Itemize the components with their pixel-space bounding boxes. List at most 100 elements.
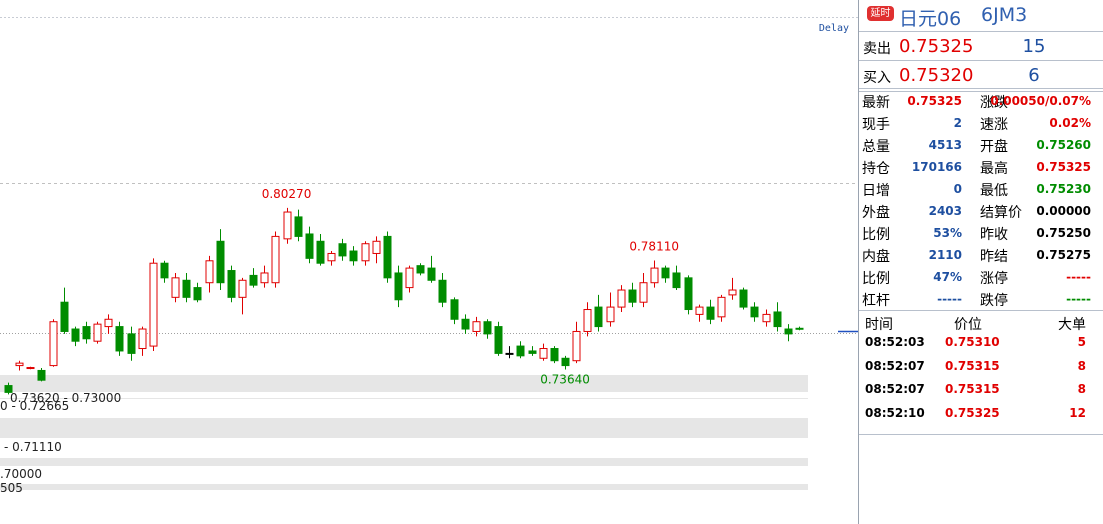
candle-body: [149, 262, 158, 347]
candle-body: [205, 260, 214, 284]
trade-volume: 8: [1077, 358, 1086, 373]
stat-value: -----: [1066, 270, 1091, 284]
candle-body: [160, 262, 169, 279]
candle-body: [182, 279, 191, 298]
candle-body: [37, 369, 46, 381]
stat-label: 昨收: [980, 227, 1008, 243]
candle-body: [60, 301, 69, 332]
zone: [0, 398, 808, 399]
candle-body: [516, 345, 525, 357]
candle-body: [450, 299, 459, 320]
candle-body: [249, 274, 258, 286]
zone-label: 0.73620 - 0.73000: [10, 391, 121, 405]
candle-body: [260, 272, 269, 284]
candle-body: [327, 252, 336, 262]
zone: [0, 458, 808, 466]
instrument-code: 6JM3: [981, 4, 1028, 26]
stat-value: -----: [1066, 292, 1091, 306]
candle-body: [227, 270, 236, 298]
candle-body: [695, 306, 704, 315]
stat-value: 4513: [928, 138, 962, 152]
candle-body: [650, 267, 659, 284]
stat-value: 0: [953, 182, 962, 196]
stat-label: 总量: [862, 139, 890, 155]
candlestick-chart: 0.73620 - 0.73000 0 - 0.72665 - 0.71110 …: [0, 17, 858, 495]
column-header: 价位: [954, 317, 982, 333]
candle-body: [572, 330, 581, 362]
candle-body: [561, 357, 570, 367]
column-header: 大单: [1058, 317, 1086, 333]
trade-price: 0.75310: [945, 335, 1000, 349]
candle-body: [661, 267, 670, 279]
quote-price: 0.75325: [899, 36, 974, 57]
candle-body: [138, 328, 147, 350]
candle-body: [338, 243, 347, 257]
candle-body: [193, 287, 202, 301]
column-header: 时间: [865, 317, 893, 333]
candle-body: [472, 321, 481, 332]
stat-label: 现手: [862, 117, 890, 133]
stat-label: 比例: [862, 227, 890, 243]
stat-value: 2: [953, 116, 962, 130]
stat-value: 0.75250: [1036, 226, 1091, 240]
trade-volume: 8: [1077, 382, 1086, 396]
candle-body: [717, 296, 726, 318]
candle-body: [305, 233, 314, 259]
candle-body: [383, 235, 392, 279]
candle-body: [283, 211, 292, 240]
candle-body: [606, 306, 615, 323]
stat-label: 持仓: [862, 161, 890, 177]
candle-body: [795, 327, 804, 330]
candle-body: [216, 240, 225, 284]
stat-value: 0.75260: [1036, 138, 1091, 152]
stat-label: 杠杆: [862, 293, 890, 309]
candle-body: [784, 328, 793, 335]
candle-body: [416, 265, 425, 274]
quote-volume: 6: [1028, 65, 1040, 86]
candle-body: [438, 279, 447, 303]
stat-label: 速涨: [980, 117, 1008, 133]
stat-value: 0.75275: [1036, 248, 1091, 262]
candle-body: [349, 250, 358, 262]
stat-value: 0.75325: [907, 94, 962, 108]
instrument-name: 日元06: [899, 8, 962, 30]
stat-label: 最高: [980, 161, 1008, 177]
stat-label: 比例: [862, 271, 890, 287]
stat-value: 170166: [911, 160, 962, 174]
trade-volume: 12: [1069, 405, 1086, 420]
trade-time: 08:52:03: [865, 335, 925, 349]
trade-price: 0.75315: [945, 382, 1000, 396]
candle-body: [684, 277, 693, 311]
zone-label: 505: [0, 481, 23, 495]
candle-body: [594, 306, 603, 328]
candle-body: [762, 313, 771, 323]
stat-value: 2110: [928, 248, 962, 262]
stat-value: 0.00050/0.07%: [990, 94, 1091, 108]
candle-body: [461, 318, 470, 330]
candle-body: [672, 272, 681, 289]
candle-body: [494, 326, 503, 354]
stat-label: 最低: [980, 183, 1008, 199]
trade-price: 0.75325: [945, 405, 1000, 420]
stat-label: 日增: [862, 183, 890, 199]
price-annotation: 0.78110: [629, 240, 679, 254]
stat-value: 0.02%: [1049, 116, 1091, 130]
trade-price: 0.75315: [945, 358, 1000, 373]
candle-body: [427, 267, 436, 281]
quote-label: 卖出: [863, 41, 891, 57]
candle-body: [550, 348, 559, 362]
trade-time: 08:52:07: [865, 358, 925, 373]
zone: [0, 484, 808, 490]
quote-volume: 15: [1022, 36, 1046, 57]
candle-body: [93, 323, 102, 342]
candle-body: [405, 267, 414, 289]
stat-value: 0.75230: [1036, 182, 1091, 196]
candle-body: [628, 289, 637, 303]
candle-body: [26, 367, 35, 370]
candle-body: [505, 352, 514, 355]
candle-body: [773, 311, 782, 328]
trade-time: 08:52:07: [865, 382, 925, 396]
zone-label: 0 - 0.72665: [0, 399, 69, 413]
candle-body: [238, 279, 247, 298]
candle-body: [750, 306, 759, 318]
